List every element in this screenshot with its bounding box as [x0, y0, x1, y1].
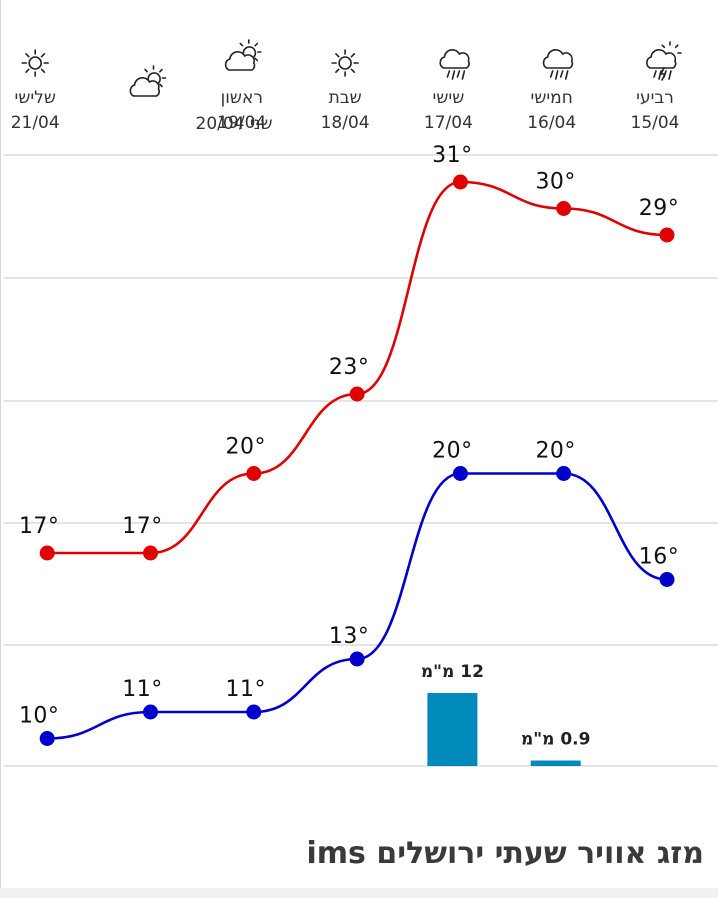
high-temperature-point	[349, 386, 365, 402]
precip-bars: 0.9 מ"מ 12 מ"מ	[421, 662, 591, 766]
rain-icon	[542, 49, 574, 80]
day-header: רביעי 15/04 חמישי 16/04 שישי 17/04 שבת 18/04 ראש…	[11, 39, 682, 134]
rain-drop	[554, 70, 559, 80]
sun-core	[147, 72, 161, 84]
cloud-shape	[129, 77, 160, 97]
rain-drop	[564, 70, 569, 80]
precip-bar	[427, 693, 478, 766]
sun-ray	[239, 42, 244, 47]
low-temperature-point	[659, 572, 675, 587]
rain-drop	[456, 70, 461, 78]
day-date: 21/04	[11, 113, 60, 133]
day-name: שני 20/04	[196, 114, 273, 134]
low-temperature-label: 11°	[226, 677, 267, 702]
high-temperature-label: 30°	[535, 170, 576, 195]
day-name: רביעי	[636, 88, 674, 108]
rain-drop	[549, 70, 554, 78]
sun-core	[242, 46, 257, 58]
day-date: 15/04	[631, 113, 680, 133]
precip-label: 0.9 מ"מ	[521, 730, 591, 750]
rain-drop	[653, 70, 657, 78]
low-temperature-point	[39, 731, 55, 746]
day-date: 17/04	[424, 113, 473, 133]
sun-ray	[335, 53, 340, 58]
low-temperature-label: 13°	[329, 624, 370, 649]
sun-core	[28, 56, 43, 70]
rain-thunder-icon	[646, 41, 682, 81]
bottom-strip	[0, 888, 718, 898]
partly-cloudy-icon	[129, 65, 167, 97]
sun-ray	[254, 57, 259, 62]
sun-ray	[159, 68, 163, 73]
day-name: שלישי	[15, 88, 56, 108]
rain-drop	[668, 70, 672, 80]
cloud-shape	[439, 49, 470, 69]
high-temperature-label: 29°	[639, 196, 680, 221]
sun-icon	[331, 49, 359, 77]
partly-cloudy-icon	[224, 39, 262, 71]
low-temperature-point	[143, 704, 158, 720]
low-temperature-label: 16°	[639, 545, 680, 570]
sun-core	[338, 56, 352, 70]
precip-bar	[530, 760, 581, 766]
high-temperature-point	[659, 227, 675, 243]
day-date: 18/04	[321, 113, 370, 133]
rain-icon	[439, 49, 470, 80]
day-name: שבת	[329, 88, 362, 108]
sun-ray	[350, 68, 356, 73]
rain-drop	[451, 70, 456, 80]
day-name: ראשון	[221, 88, 263, 108]
sun-icon	[21, 49, 50, 77]
low-temperature-point	[452, 466, 468, 481]
low-temperature-label: 20°	[535, 439, 576, 464]
high-temperature-point	[556, 201, 572, 216]
sun-ray	[661, 44, 666, 49]
cloud-shape	[542, 49, 574, 69]
day-date: 19/04	[217, 113, 266, 133]
temperature-points	[39, 174, 675, 746]
sun-ray	[144, 68, 148, 73]
day-date: 16/04	[527, 113, 576, 133]
sun-ray	[25, 53, 30, 58]
high-temperature-label: 23°	[329, 355, 370, 380]
high-temperature-label: 31°	[432, 143, 473, 168]
temperature-labels: 29° 16° 30° 20° 31° 20° 23° 13° 20° 11° 17° 11° 17° 1…	[19, 143, 679, 729]
rain-drop	[446, 70, 451, 78]
rain-drop	[461, 70, 466, 80]
low-temperature-label: 20°	[432, 439, 473, 464]
high-temperature-label: 17°	[19, 514, 60, 539]
high-temperature-point	[39, 545, 55, 561]
sun-ray	[40, 68, 46, 73]
rain-drop	[658, 70, 662, 80]
rain-drop	[559, 70, 564, 78]
high-temperature-label: 17°	[122, 514, 163, 539]
sun-ray	[159, 83, 163, 88]
high-temperature-point	[246, 466, 262, 481]
sun-ray	[254, 42, 259, 47]
cloud-shape	[646, 49, 677, 69]
lightning-bolt	[659, 67, 667, 81]
low-temperature-point	[556, 466, 572, 481]
cloud-shape	[224, 51, 256, 71]
high-temperature-point	[452, 174, 468, 190]
sun-ray	[40, 53, 46, 58]
low-temperature-label: 10°	[19, 704, 60, 729]
high-temperature-label: 20°	[226, 435, 267, 460]
sun-ray	[25, 68, 30, 73]
day-name: חמישי	[531, 88, 573, 108]
high-temperature-point	[143, 545, 158, 561]
low-temperature-point	[246, 704, 262, 720]
sun-ray	[674, 44, 679, 49]
low-temperature-label: 11°	[122, 677, 163, 702]
page-title: מזג אוויר שעתי ירושלים ims	[306, 836, 704, 871]
grid-layer	[4, 154, 718, 767]
precip-label: 12 מ"מ	[421, 662, 484, 682]
low-temperature-point	[349, 651, 365, 667]
sun-ray	[350, 53, 356, 58]
day-name: שישי	[433, 88, 465, 108]
sun-ray	[335, 68, 340, 73]
